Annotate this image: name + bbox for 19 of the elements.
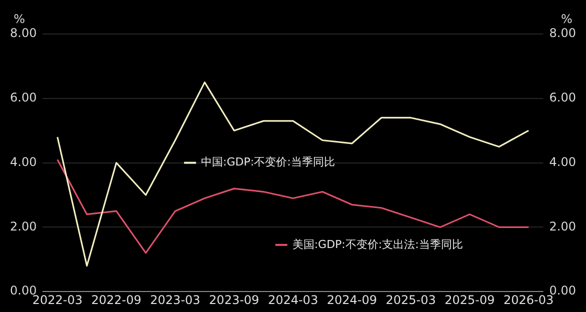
y2-tick-label: 2.00	[549, 219, 576, 234]
x-tick-label: 2025-03	[386, 292, 436, 307]
x-tick-label: 2025-09	[444, 292, 495, 307]
x-tick-label: 2023-09	[209, 292, 260, 307]
y-axis-title: %	[14, 12, 26, 26]
x-tick-label: 2022-09	[91, 292, 142, 307]
y2-tick-label: 6.00	[549, 90, 576, 105]
y2-tick-label: 8.00	[549, 26, 576, 40]
y-tick-label: 6.00	[10, 90, 37, 105]
legend-label: 中国:GDP:不变价:当季同比	[201, 156, 335, 169]
y2-axis-title: %	[560, 12, 572, 26]
x-tick-label: 2024-09	[326, 292, 377, 307]
x-tick-label: 2024-03	[268, 292, 318, 307]
y2-tick-label: 4.00	[549, 154, 576, 169]
y-tick-label: 8.00	[10, 26, 37, 40]
y-tick-label: 4.00	[10, 154, 37, 169]
y-tick-label: 2.00	[10, 219, 37, 234]
x-tick-label: 2023-03	[150, 292, 200, 307]
legend-label: 美国:GDP:不变价:支出法:当季同比	[292, 238, 463, 251]
